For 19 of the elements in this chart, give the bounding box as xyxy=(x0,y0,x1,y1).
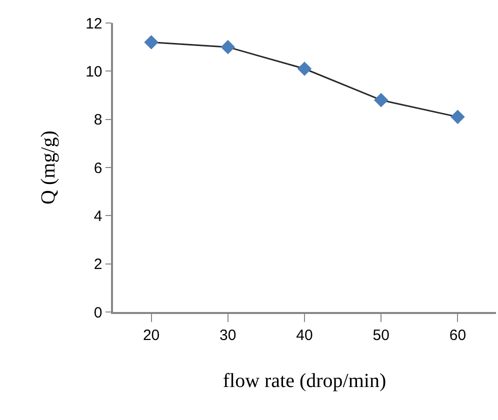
point xyxy=(450,110,465,124)
point xyxy=(297,62,312,76)
x-axis-title: flow rate (drop/min) xyxy=(222,370,386,392)
y-tick-label: 2 xyxy=(94,256,102,274)
x-tick-label: 20 xyxy=(142,326,160,344)
y-tick-label: 4 xyxy=(94,208,102,225)
point xyxy=(144,35,158,50)
y-tick-label: 10 xyxy=(86,63,102,80)
y-tick-label: 0 xyxy=(94,304,102,322)
y-axis-title: Q (mg/g) xyxy=(38,130,60,204)
x-tick-label: 60 xyxy=(449,326,466,344)
y-tick-label: 8 xyxy=(94,112,102,129)
x-tick-label: 30 xyxy=(220,326,236,344)
point xyxy=(220,40,236,54)
point xyxy=(374,92,388,108)
y-tick-label: 12 xyxy=(86,15,102,32)
x-tick-label: 40 xyxy=(296,326,313,344)
y-tick-label: 6 xyxy=(94,160,102,177)
x-tick-label: 50 xyxy=(372,326,390,344)
